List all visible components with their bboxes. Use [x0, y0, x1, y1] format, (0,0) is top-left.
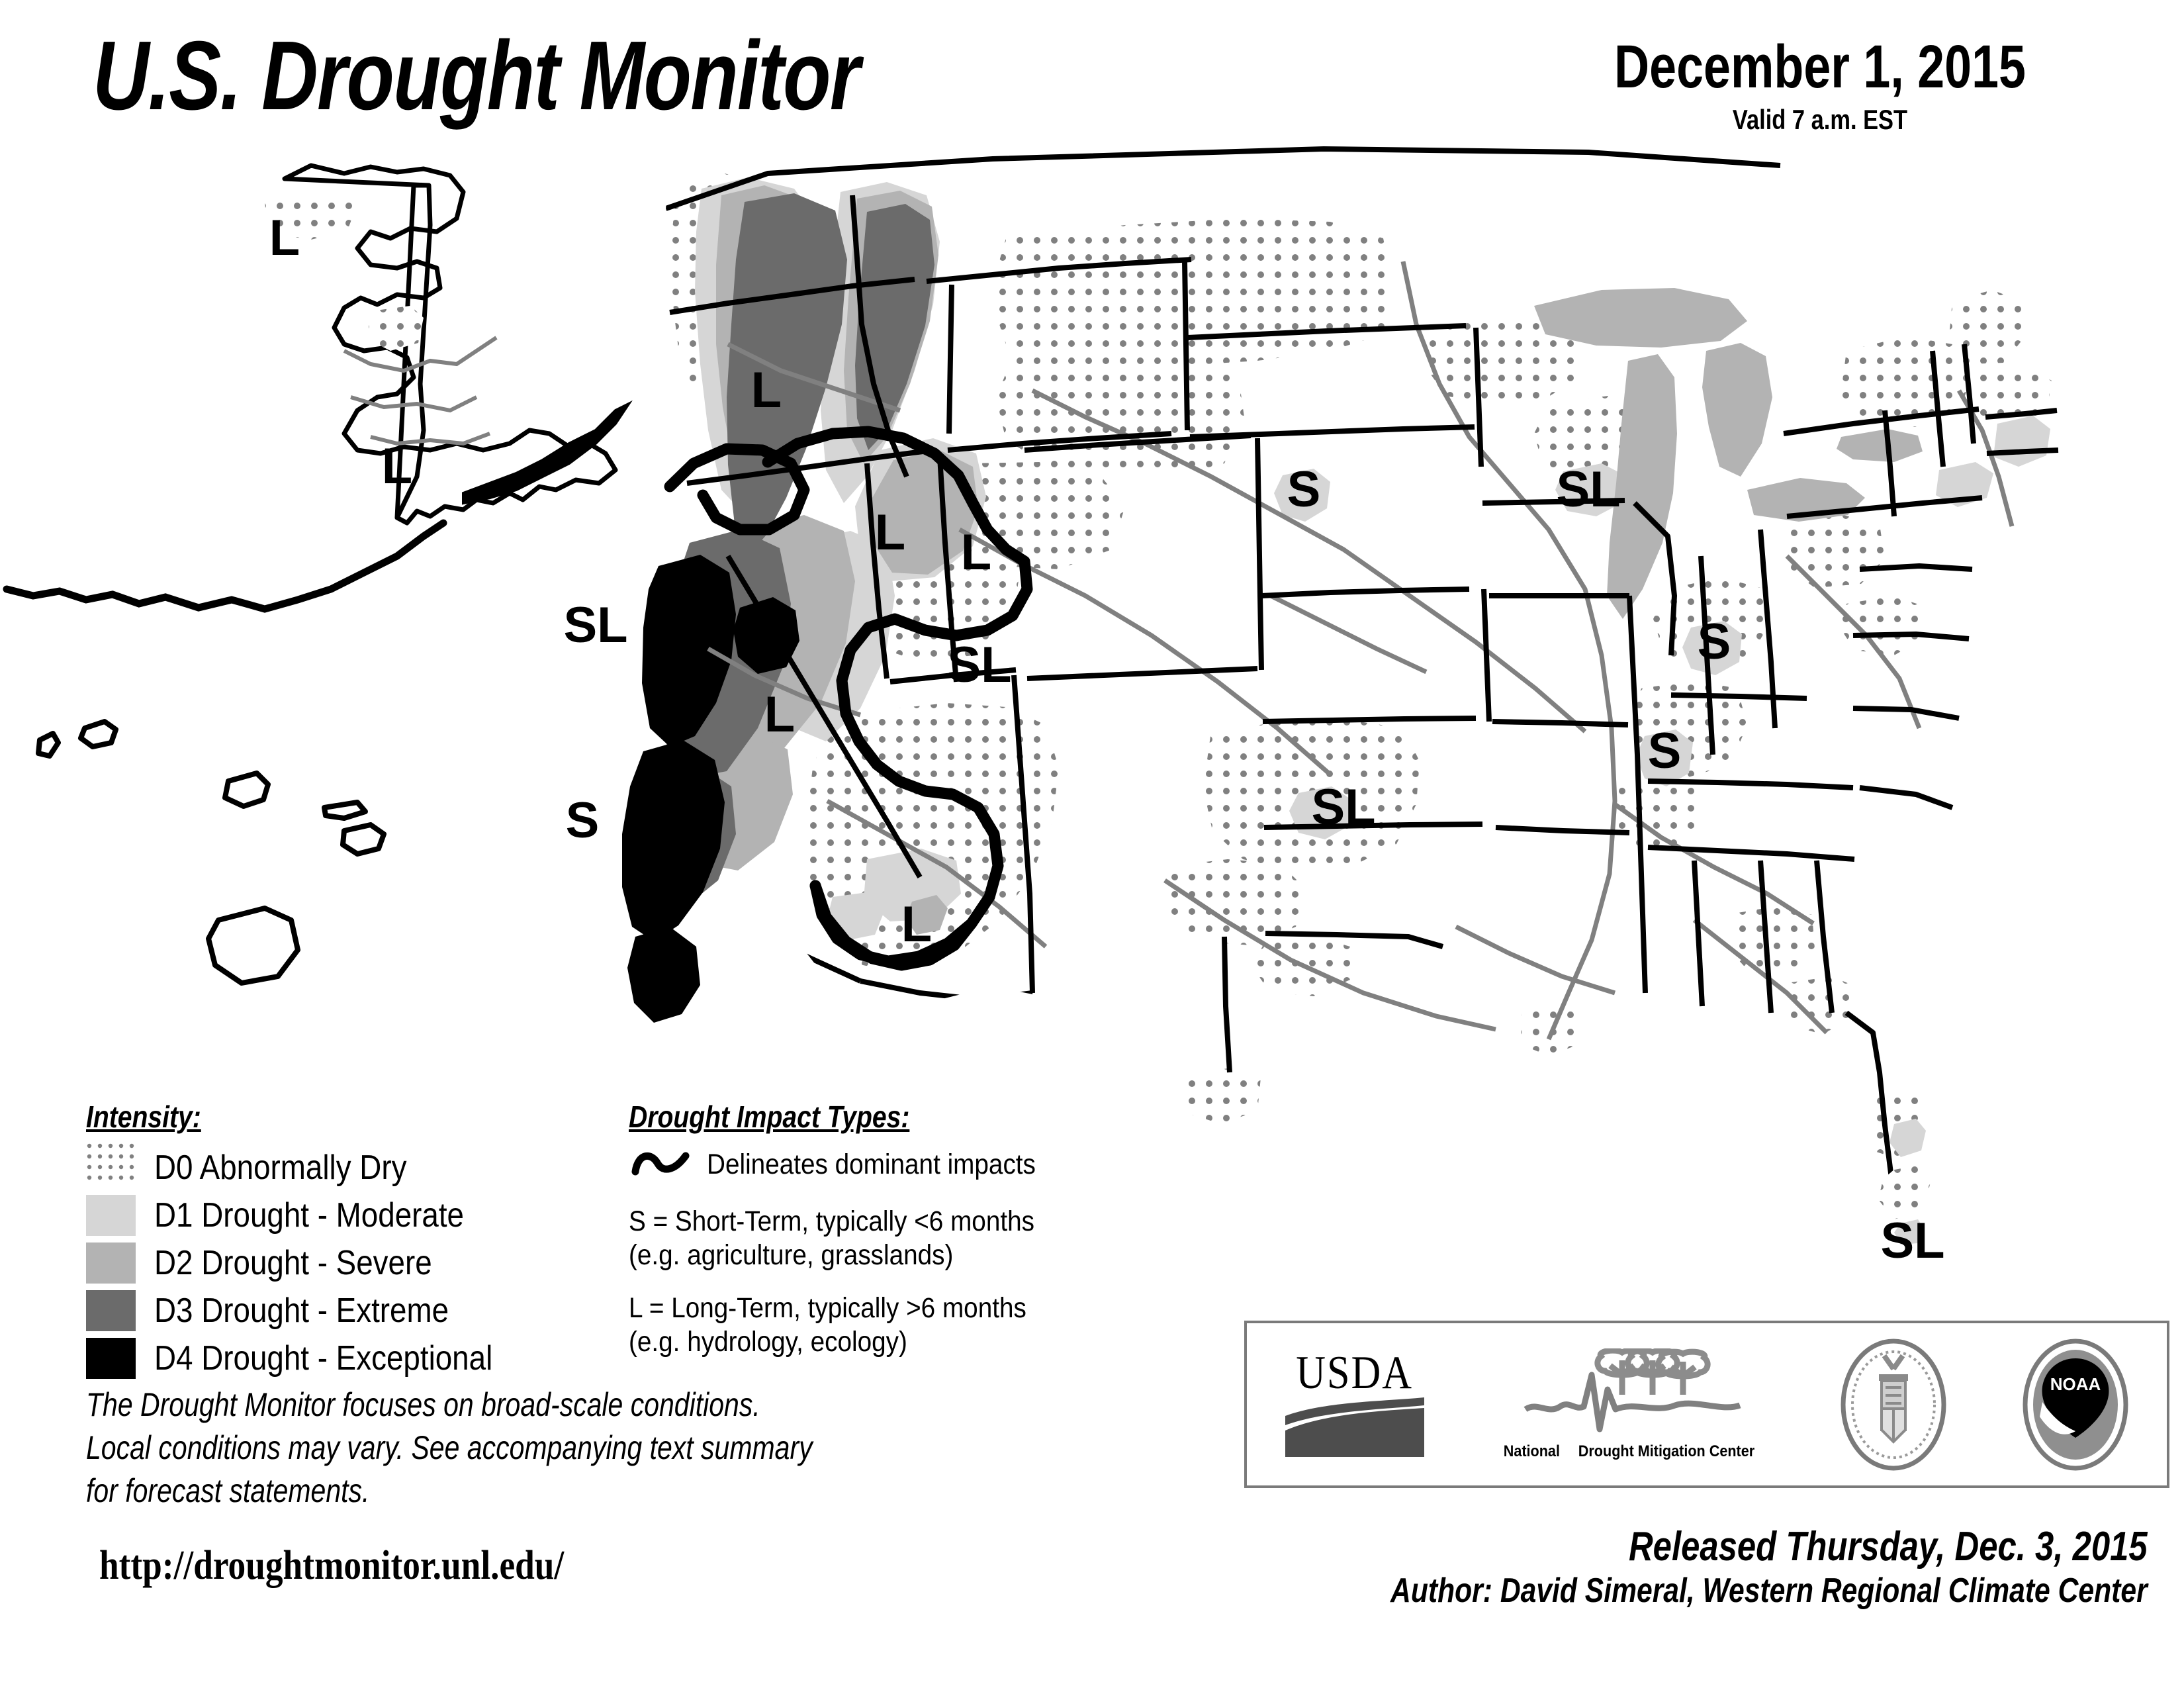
release-block: Released Thursday, Dec. 3, 2015 Author: … — [1224, 1523, 2148, 1612]
drought-map: L L L L L SL L SL S L S SL S S SL SL SL — [0, 132, 2184, 1324]
swatch-d3 — [86, 1290, 136, 1331]
svg-text:S: S — [1287, 461, 1321, 518]
ndmc-trees-icon — [1524, 1348, 1741, 1432]
legend-item-d2: D2 Drought - Severe — [86, 1239, 539, 1287]
svg-text:S: S — [1698, 614, 1731, 670]
alaska-d0-north — [265, 197, 357, 240]
maui — [340, 822, 387, 857]
svg-text:L: L — [751, 362, 782, 418]
date-block: December 1, 2015 Valid 7 a.m. EST — [1496, 36, 2144, 136]
svg-text:SL: SL — [1556, 461, 1620, 518]
svg-text:SL: SL — [1311, 779, 1375, 835]
delineates-row: Delineates dominant impacts — [629, 1144, 1211, 1185]
short-term-line2: (e.g. agriculture, grasslands) — [629, 1239, 954, 1271]
usda-logo: USDA — [1285, 1346, 1424, 1457]
hawaii-inset — [36, 719, 387, 986]
lake-superior — [1534, 288, 1747, 348]
delineates-label: Delineates dominant impacts — [707, 1148, 1036, 1180]
legend-item-d0: D0 Abnormally Dry — [86, 1144, 539, 1192]
valid-time: Valid 7 a.m. EST — [1732, 104, 1908, 135]
svg-text:L: L — [382, 438, 412, 494]
disclaimer: The Drought Monitor focuses on broad-sca… — [86, 1383, 960, 1513]
rivers — [707, 261, 2015, 1041]
svg-text:S: S — [1648, 723, 1682, 779]
noaa-wordmark: NOAA — [2050, 1374, 2101, 1394]
disclaimer-line-2: Local conditions may vary. See accompany… — [86, 1429, 813, 1466]
swatch-d1 — [86, 1195, 136, 1236]
commerce-seal — [1841, 1338, 1946, 1470]
niihau — [36, 731, 61, 759]
impact-delineation-lines — [664, 426, 1033, 971]
svg-text:S: S — [566, 792, 600, 849]
conus-map: L L L L L SL L SL S L S SL S S SL SL SL — [269, 140, 2121, 1269]
squiggle-icon — [631, 1152, 690, 1176]
disclaimer-line-1: The Drought Monitor focuses on broad-sca… — [86, 1386, 760, 1423]
impact-legend: Drought Impact Types: Delineates dominan… — [629, 1099, 1211, 1359]
alaska-inset — [3, 163, 633, 613]
alaska-outline — [282, 163, 618, 526]
lake-huron — [1702, 343, 1772, 477]
svg-text:SL: SL — [563, 597, 627, 653]
legend-item-d1: D1 Drought - Moderate — [86, 1192, 539, 1239]
alaska-rivers — [343, 336, 498, 446]
usda-field-icon — [1285, 1397, 1424, 1457]
alaska-panhandle — [462, 400, 633, 505]
svg-text:SL: SL — [947, 637, 1011, 693]
aleutian-chain — [3, 519, 447, 613]
hawaii-big-island — [206, 906, 300, 986]
agency-logo-box: USDA National Drought Mitigation Center — [1244, 1321, 2169, 1488]
d4-regions — [622, 555, 799, 1023]
svg-text:L: L — [901, 896, 932, 953]
intensity-legend-heading: Intensity: — [86, 1100, 201, 1134]
legend-item-d4: D4 Drought - Exceptional — [86, 1335, 539, 1382]
swatch-d4 — [86, 1338, 136, 1379]
swatch-d0-pattern — [86, 1143, 136, 1184]
map-impact-labels: L L L L L SL L SL S L S SL S S SL SL SL — [269, 210, 1945, 1269]
legend-label-d3: D3 Drought - Extreme — [154, 1291, 449, 1330]
legend-label-d4: D4 Drought - Exceptional — [154, 1339, 493, 1378]
lake-michigan — [1607, 354, 1677, 619]
state-borders — [664, 146, 2059, 1205]
lake-ontario — [1837, 429, 1923, 462]
website-url[interactable]: http://droughtmonitor.unl.edu/ — [99, 1543, 565, 1588]
page-title: U.S. Drought Monitor — [93, 21, 860, 130]
svg-text:L: L — [269, 210, 300, 266]
ndmc-text-national: National — [1503, 1442, 1560, 1460]
legend-label-d1: D1 Drought - Moderate — [154, 1196, 464, 1235]
author-line: Author: David Simeral, Western Regional … — [1390, 1571, 2148, 1611]
released-date: Released Thursday, Dec. 3, 2015 — [1629, 1524, 2148, 1570]
map-date: December 1, 2015 — [1614, 33, 2026, 101]
oahu — [222, 771, 271, 809]
legend-item-d3: D3 Drought - Extreme — [86, 1287, 539, 1335]
legend-label-d2: D2 Drought - Severe — [154, 1244, 432, 1282]
short-term-line1: S = Short-Term, typically <6 months — [629, 1205, 1034, 1237]
svg-text:L: L — [875, 504, 905, 561]
swatch-d2 — [86, 1243, 136, 1284]
molokai — [322, 800, 368, 821]
svg-text:L: L — [764, 686, 795, 743]
noaa-seal: NOAA — [2023, 1338, 2128, 1470]
svg-text:SL: SL — [1880, 1213, 1944, 1269]
svg-text:L: L — [961, 524, 991, 581]
long-term-line2: (e.g. hydrology, ecology) — [629, 1326, 907, 1358]
alaska-d0-interior — [367, 306, 424, 351]
long-term-line1: L = Long-Term, typically >6 months — [629, 1292, 1026, 1325]
kauai — [78, 719, 118, 749]
ndmc-text-rest: Drought Mitigation Center — [1578, 1442, 1754, 1460]
legend-label-d0: D0 Abnormally Dry — [154, 1149, 407, 1187]
usda-wordmark: USDA — [1296, 1346, 1414, 1399]
disclaimer-line-3: for forecast statements. — [86, 1472, 370, 1509]
impact-legend-heading: Drought Impact Types: — [629, 1100, 910, 1134]
intensity-legend: Intensity: D0 Abnormally Dry D1 Drought … — [86, 1099, 539, 1382]
ndmc-logo: National Drought Mitigation Center — [1500, 1348, 1764, 1461]
